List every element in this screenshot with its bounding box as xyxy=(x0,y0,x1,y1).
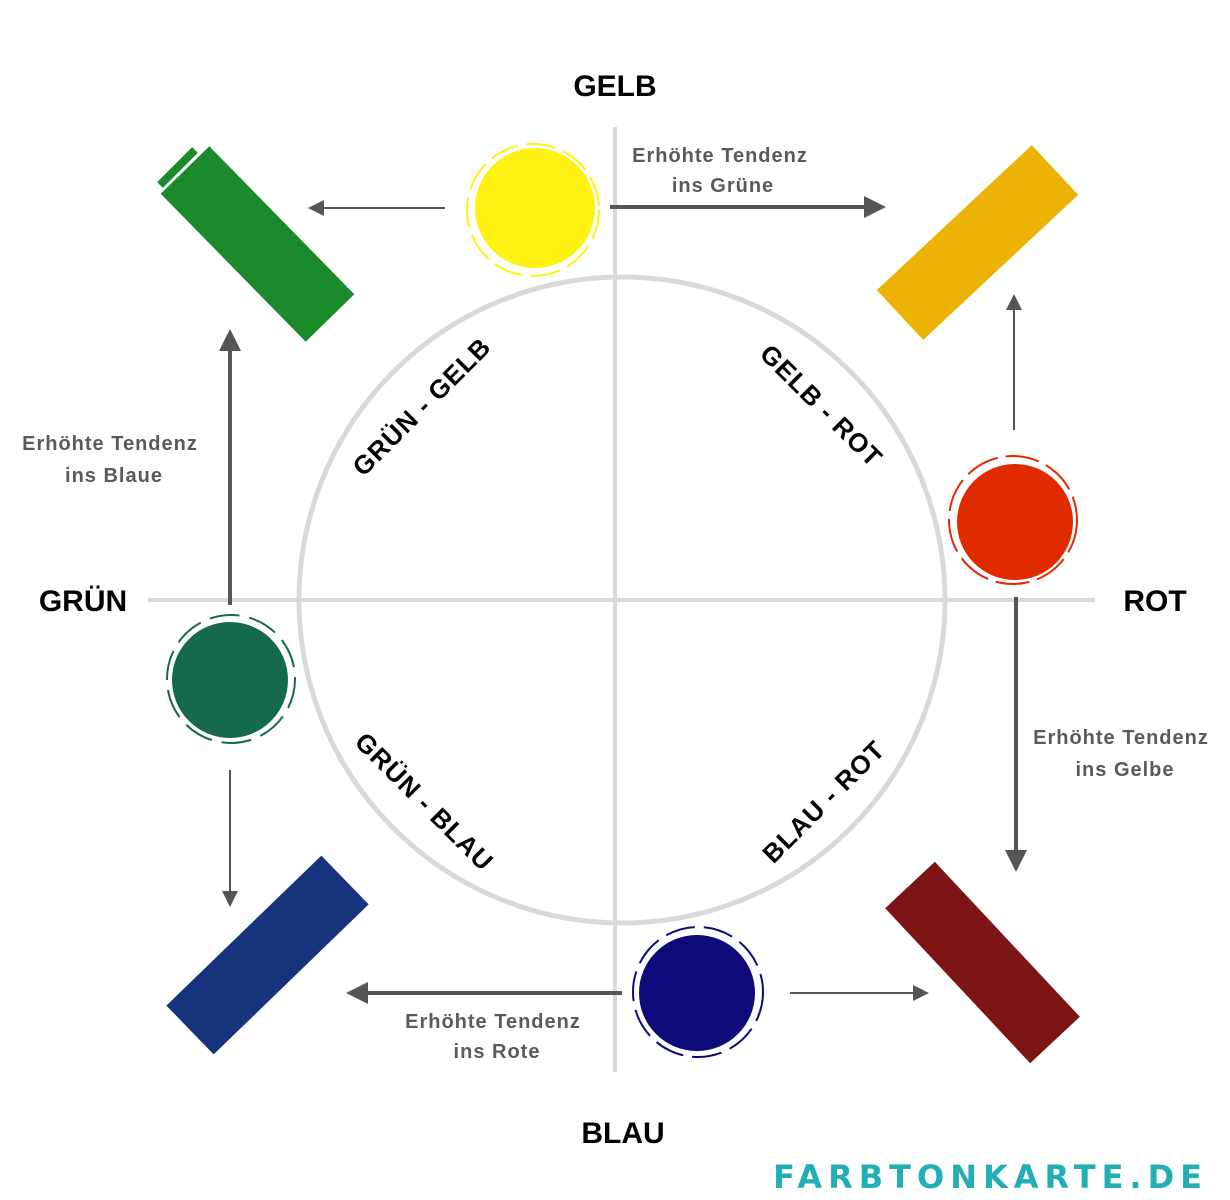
tendency-line-1: Erhöhte Tendenz xyxy=(405,1011,581,1033)
paint-dot-yellow xyxy=(466,143,600,277)
brand-logo: FARBTONKARTE.DE xyxy=(773,1158,1208,1196)
quadrant-label-top-left: GRÜN - GELB xyxy=(346,331,497,482)
tendency-line-1: Erhöhte Tendenz xyxy=(22,433,198,455)
axis-label-bottom: BLAU xyxy=(581,1117,664,1150)
paint-dot-navy xyxy=(632,926,764,1058)
tendency-line-2: ins Rote xyxy=(454,1041,541,1063)
tendency-line-2: ins Grüne xyxy=(672,175,774,197)
tendency-label-top: Erhöhte Tendenz ins Grüne xyxy=(632,145,808,197)
brush-stroke-maroon xyxy=(885,861,1080,1064)
paint-dot-green xyxy=(166,614,296,744)
tendency-label-right: Erhöhte Tendenz ins Gelbe xyxy=(1033,727,1209,781)
tendency-line-2: ins Gelbe xyxy=(1075,759,1174,781)
tendency-line-1: Erhöhte Tendenz xyxy=(632,145,808,167)
quadrant-label-top-right: GELB - ROT xyxy=(754,338,889,473)
axis-label-left: GRÜN xyxy=(39,585,127,618)
tendency-label-bottom: Erhöhte Tendenz ins Rote xyxy=(405,1011,581,1063)
quadrant-label-bottom-right: BLAU - ROT xyxy=(756,734,890,868)
tendency-line-1: Erhöhte Tendenz xyxy=(1033,727,1209,749)
brush-stroke-green xyxy=(157,146,355,342)
axis-label-right: ROT xyxy=(1123,585,1186,618)
axis-label-top: GELB xyxy=(573,70,656,103)
paint-dot-red xyxy=(948,455,1078,585)
brush-stroke-gold xyxy=(876,145,1079,340)
tendency-label-left: Erhöhte Tendenz ins Blaue xyxy=(22,433,198,487)
tendency-line-2: ins Blaue xyxy=(65,465,163,487)
brush-stroke-blue xyxy=(166,855,369,1055)
